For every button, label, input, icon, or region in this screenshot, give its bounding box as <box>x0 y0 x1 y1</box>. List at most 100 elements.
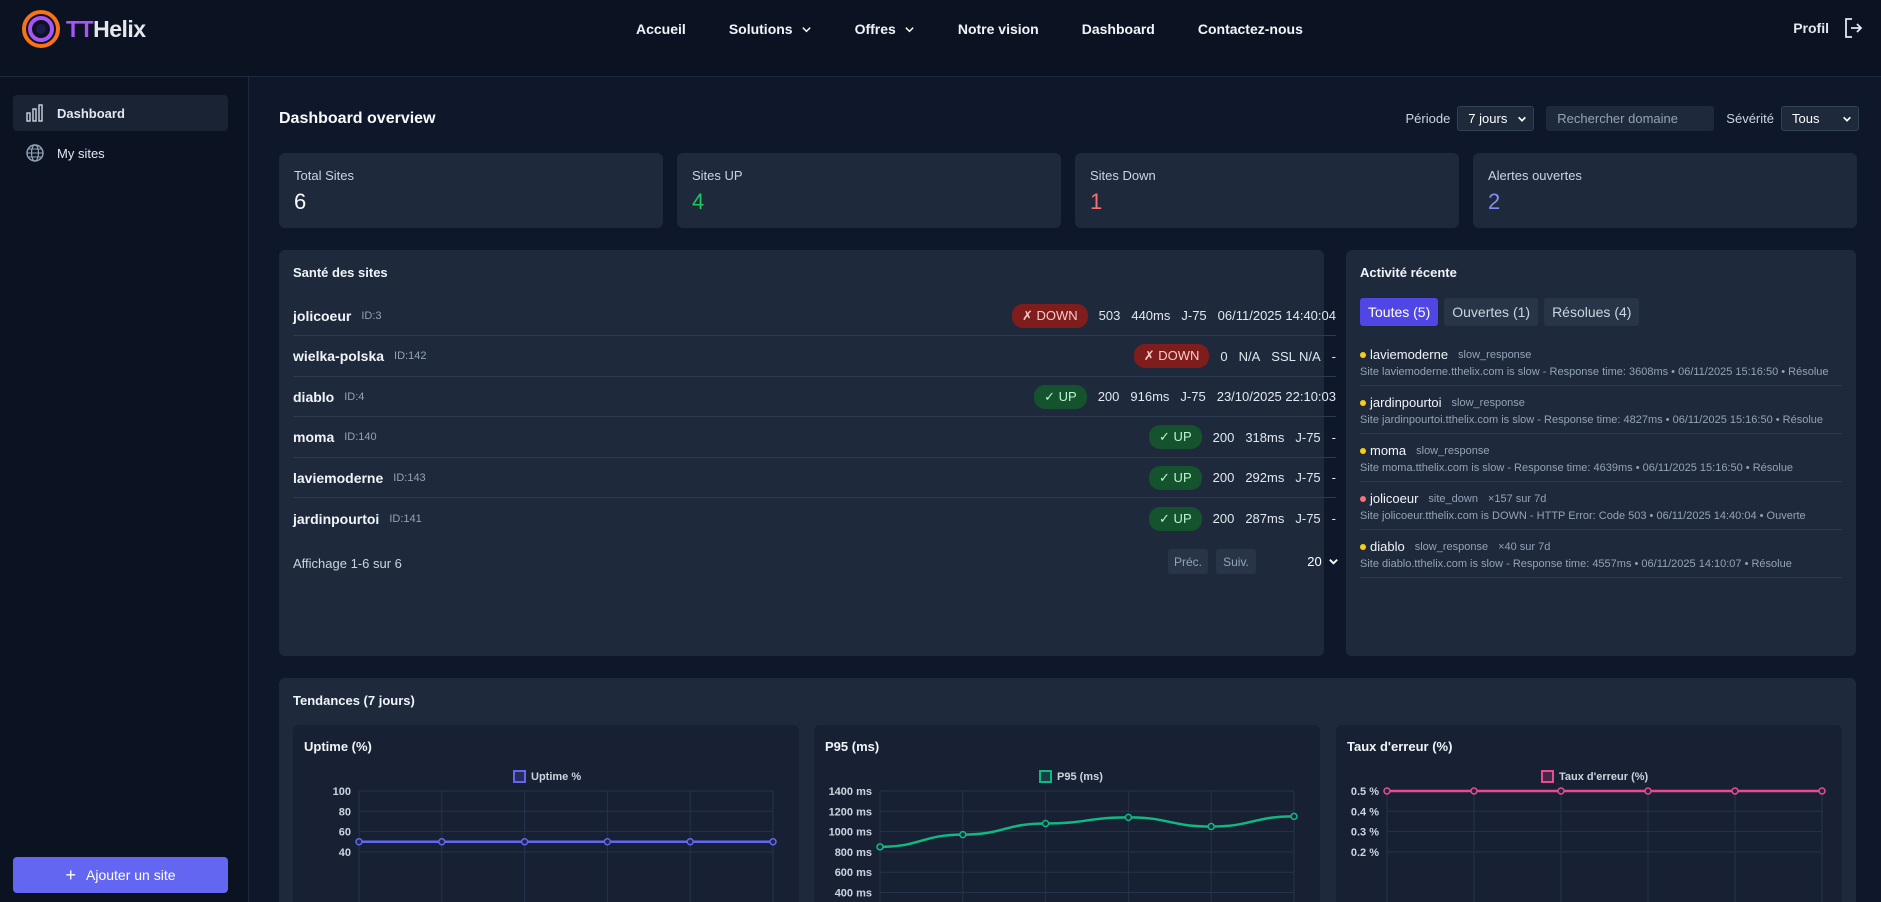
sidebar-item-dashboard[interactable]: Dashboard <box>13 95 228 131</box>
tab-open[interactable]: Ouvertes (1) <box>1444 298 1539 326</box>
chart-title: Uptime (%) <box>304 739 372 754</box>
data-point[interactable] <box>438 838 446 846</box>
status-badge: ✗ DOWN <box>1011 303 1088 328</box>
http-code: 200 <box>1212 429 1235 445</box>
ssl-expiry: J-75 <box>1180 389 1206 404</box>
site-id: ID:3 <box>361 309 382 322</box>
site-row[interactable]: laviemoderne ID:143 ✓ UP 200 292ms J-75- <box>293 458 1336 498</box>
chart-legend[interactable]: P95 (ms) <box>1039 770 1103 783</box>
site-health-panel: Santé des sites jolicoeur ID:3 ✗ DOWN 503 44… <box>279 250 1338 656</box>
activity-description: Site laviemoderne.tthelix.com is slow - … <box>1360 366 1829 378</box>
data-point[interactable] <box>686 838 694 846</box>
chevron-down-icon <box>1518 116 1527 122</box>
data-point[interactable] <box>1557 787 1565 795</box>
stat-label: Sites Down <box>1090 168 1156 183</box>
stat-value: 6 <box>294 189 307 214</box>
series-line <box>879 815 1295 849</box>
status-badge: ✗ DOWN <box>1133 344 1210 368</box>
activity-site-name: jolicoeur <box>1370 491 1419 506</box>
stat-label: Sites UP <box>692 168 743 183</box>
data-point[interactable] <box>1290 812 1298 821</box>
site-row[interactable]: jardinpourtoi ID:141 ✓ UP 200 287ms J-75- <box>293 499 1336 539</box>
data-point[interactable] <box>1207 822 1215 831</box>
legend-swatch <box>513 770 526 783</box>
http-code: 200 <box>1212 511 1235 526</box>
activity-tabs: Toutes (5) Ouvertes (1) Résolues (4) <box>1360 298 1645 326</box>
profile-link[interactable]: Profil <box>1793 20 1829 36</box>
site-name[interactable]: moma <box>293 429 335 445</box>
brand-logo[interactable]: TTHelix <box>20 8 146 50</box>
activity-item[interactable]: moma slow_response Site moma.tthelix.com i… <box>1360 434 1842 482</box>
site-row[interactable]: wielka-polska ID:142 ✗ DOWN 0 N/A SSL N/A - <box>293 337 1336 377</box>
nav-notre-vision[interactable]: Notre vision <box>957 21 1039 37</box>
page-title: Dashboard overview <box>279 110 436 127</box>
helix-logo-icon <box>22 10 60 48</box>
data-point[interactable] <box>876 843 884 851</box>
activity-item[interactable]: diablo slow_response ×40 sur 7d Site diablo… <box>1360 530 1842 578</box>
chevron-down-icon <box>1328 559 1338 565</box>
sidebar-item-my-sites[interactable]: My sites <box>13 135 228 171</box>
tab-resolved[interactable]: Résolues (4) <box>1544 298 1640 326</box>
http-code: 503 <box>1098 308 1121 323</box>
nav-solutions[interactable]: Solutions <box>729 21 812 37</box>
prev-page-button[interactable]: Préc. <box>1168 549 1208 574</box>
last-check-date: - <box>1331 348 1336 364</box>
stat-value: 1 <box>1090 189 1103 214</box>
severity-select[interactable]: Tous <box>1781 106 1859 131</box>
data-point[interactable] <box>1818 787 1826 795</box>
site-name[interactable]: diablo <box>293 388 335 405</box>
data-point[interactable] <box>1731 787 1739 795</box>
stat-card-open-alerts: Alertes ouvertes 2 <box>1473 153 1857 228</box>
data-point[interactable] <box>1383 787 1391 795</box>
data-point[interactable] <box>769 838 777 846</box>
y-tick-label: 100 <box>333 786 351 798</box>
chart-legend[interactable]: Uptime % <box>513 770 581 783</box>
site-row[interactable]: moma ID:140 ✓ UP 200 318ms J-75- <box>293 418 1336 458</box>
page-size-select[interactable]: 20 <box>1303 549 1343 574</box>
data-point[interactable] <box>520 838 529 846</box>
activity-item[interactable]: jardinpourtoi slow_response Site jardinpou… <box>1360 386 1842 434</box>
site-name[interactable]: jardinpourtoi <box>293 510 380 527</box>
domain-search-input[interactable]: Rechercher domaine <box>1546 106 1715 131</box>
site-row[interactable]: diablo ID:4 ✓ UP 200 916ms J-75 23/10/2025 22:… <box>293 377 1336 417</box>
chevron-down-icon <box>1843 116 1851 122</box>
nav-offres[interactable]: Offres <box>855 21 915 37</box>
error-rate-chart-card: Taux d'erreur (%) Taux d'erreur (%) 0.5 % 0… <box>1336 725 1842 902</box>
data-point[interactable] <box>603 838 612 846</box>
activity-type: slow_response <box>1458 348 1532 361</box>
site-metrics: ✓ UP 200 318ms J-75- <box>1138 425 1336 449</box>
site-name[interactable]: jolicoeur <box>293 307 352 324</box>
next-page-button[interactable]: Suiv. <box>1216 549 1256 574</box>
period-select[interactable]: 7 jours <box>1457 106 1535 131</box>
line-chart: 1400 ms 1200 ms 1000 ms 800 ms 600 ms 400 ms <box>829 786 1298 902</box>
nav-accueil[interactable]: Accueil <box>636 21 686 37</box>
nav-contact[interactable]: Contactez-nous <box>1197 21 1303 37</box>
data-point[interactable] <box>959 830 967 839</box>
data-point[interactable] <box>355 838 363 846</box>
data-point[interactable] <box>1041 819 1050 828</box>
site-row[interactable]: jolicoeur ID:3 ✗ DOWN 503 440ms J-75 06/11/202… <box>293 296 1336 336</box>
stat-card-total-sites: Total Sites 6 <box>279 153 663 228</box>
activity-item[interactable]: jolicoeur site_down ×157 sur 7d Site jolico… <box>1360 482 1842 530</box>
activity-description: Site diablo.tthelix.com is slow - Respon… <box>1360 558 1792 570</box>
site-name[interactable]: laviemoderne <box>293 469 384 486</box>
activity-item[interactable]: laviemoderne slow_response Site laviemoder… <box>1360 338 1842 386</box>
site-id: ID:142 <box>394 350 427 362</box>
ssl-expiry: SSL N/A <box>1271 348 1321 364</box>
logout-icon[interactable] <box>1843 17 1863 39</box>
y-tick-label: 1400 ms <box>829 786 872 798</box>
data-point[interactable] <box>1644 787 1652 795</box>
activity-count: ×157 sur 7d <box>1487 492 1547 505</box>
data-point[interactable] <box>1124 813 1133 822</box>
chart-legend[interactable]: Taux d'erreur (%) <box>1541 770 1648 783</box>
data-point[interactable] <box>1470 787 1478 795</box>
tab-all[interactable]: Toutes (5) <box>1360 298 1439 326</box>
site-id: ID:4 <box>344 390 365 403</box>
add-site-button[interactable]: + Ajouter un site <box>13 857 228 893</box>
nav-dashboard[interactable]: Dashboard <box>1081 21 1155 37</box>
site-name[interactable]: wielka-polska <box>293 348 385 364</box>
severity-dot <box>1360 543 1366 550</box>
stat-label: Total Sites <box>294 168 354 183</box>
site-id: ID:140 <box>344 431 377 443</box>
sidebar-item-label: My sites <box>57 145 105 161</box>
